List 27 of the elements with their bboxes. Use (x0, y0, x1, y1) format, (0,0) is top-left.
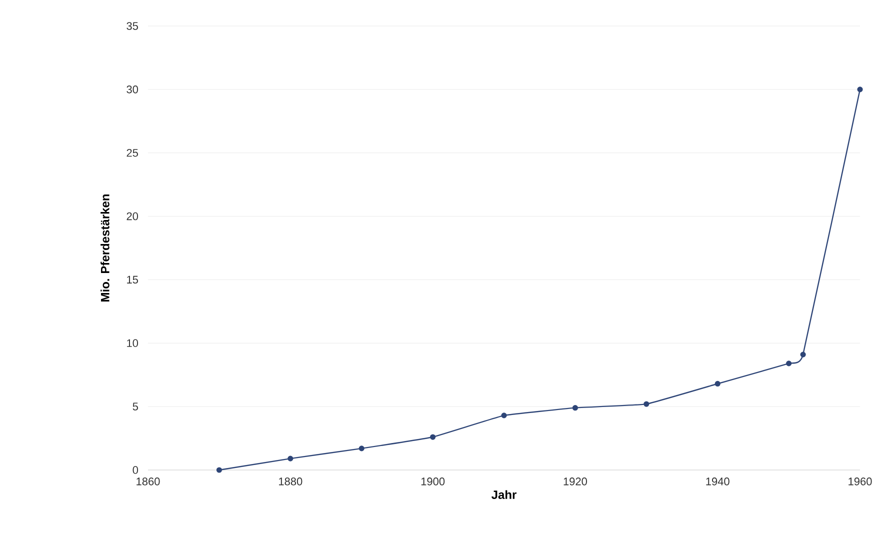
x-tick-label: 1920 (564, 478, 587, 486)
x-tick-label: 1940 (706, 478, 730, 486)
x-axis-title: Jahr (492, 490, 516, 499)
y-tick-label: 25 (126, 148, 138, 157)
y-axis-title: Mio. Pferdestärken (100, 194, 110, 302)
x-tick-label: 1860 (136, 478, 160, 486)
point (714, 380, 720, 387)
y-tick-label: 35 (126, 22, 138, 30)
x-tick-label: 1880 (279, 478, 302, 486)
point (216, 467, 222, 473)
point (644, 401, 650, 407)
y-tick-label: 15 (127, 276, 138, 284)
y-tick-label: 10 (127, 339, 138, 348)
point (501, 412, 507, 418)
y-tick-label: 30 (126, 86, 138, 94)
point (430, 434, 436, 440)
y-tick-label: 0 (132, 466, 138, 474)
point (358, 446, 364, 452)
x-tick-label: 1960 (848, 478, 872, 486)
point (800, 352, 806, 358)
point (572, 405, 578, 411)
x-tick-label: 1900 (421, 478, 445, 486)
point (786, 360, 792, 366)
y-tick-label: 20 (126, 212, 138, 220)
point (288, 456, 294, 462)
point (857, 86, 863, 92)
y-tick-label: 5 (132, 402, 138, 410)
